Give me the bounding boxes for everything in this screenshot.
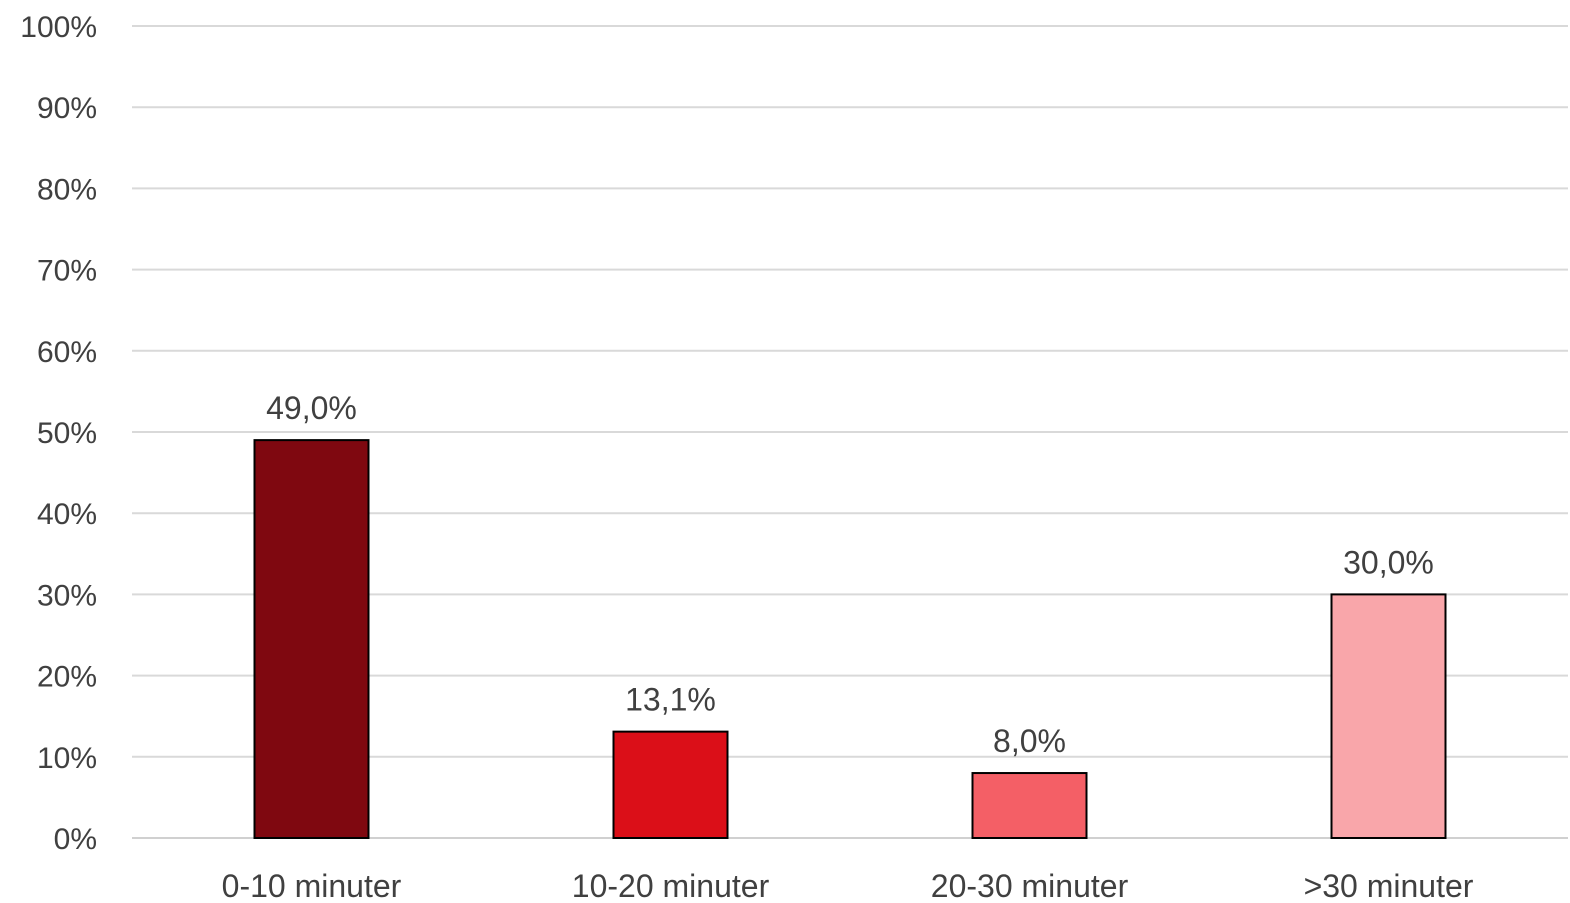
y-tick-label-10: 10% — [37, 742, 97, 775]
y-tick-label-20: 20% — [37, 661, 97, 694]
y-axis-tick-labels: 0% 10% 20% 30% 40% 50% 60% 70% 80% 90% 100% — [20, 11, 97, 856]
data-label-1: 49,0% — [266, 390, 357, 426]
bar-2 — [612, 730, 729, 839]
data-labels: 49,0% 13,1% 8,0% 30,0% — [266, 390, 1434, 759]
gridlines — [132, 25, 1568, 839]
x-axis-tick-labels: 0-10 minuter 10-20 minuter 20-30 minuter >3… — [222, 868, 1474, 903]
bar-4 — [1330, 593, 1447, 840]
y-tick-label-80: 80% — [37, 173, 97, 206]
data-label-4: 30,0% — [1343, 544, 1434, 580]
data-label-2: 13,1% — [625, 682, 716, 718]
data-label-3: 8,0% — [993, 723, 1066, 759]
x-tick-label-2: 10-20 minuter — [572, 868, 770, 903]
y-tick-label-50: 50% — [37, 417, 97, 450]
bar-1 — [253, 439, 370, 839]
y-tick-label-30: 30% — [37, 579, 97, 612]
y-tick-label-70: 70% — [37, 255, 97, 288]
bar-3 — [971, 772, 1088, 839]
y-tick-label-60: 60% — [37, 336, 97, 369]
y-tick-label-100: 100% — [20, 11, 97, 44]
y-tick-label-0: 0% — [54, 823, 97, 856]
x-tick-label-3: 20-30 minuter — [931, 868, 1129, 903]
bars — [253, 439, 1447, 840]
x-tick-label-1: 0-10 minuter — [222, 868, 402, 903]
y-tick-label-40: 40% — [37, 498, 97, 531]
x-tick-label-4: >30 minuter — [1304, 868, 1474, 903]
y-tick-label-90: 90% — [37, 92, 97, 125]
